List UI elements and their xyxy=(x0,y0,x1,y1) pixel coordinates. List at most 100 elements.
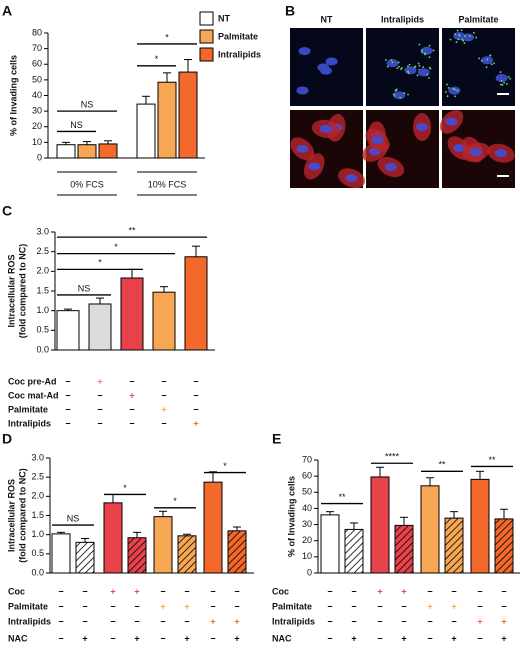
lipid-droplet xyxy=(507,75,510,78)
y-tick-label: 0.0 xyxy=(36,344,49,354)
significance-label: ** xyxy=(438,460,446,470)
lipid-droplet xyxy=(475,36,478,39)
nucleus xyxy=(470,148,483,157)
y-axis-label: % of Invading cells xyxy=(286,476,296,557)
row-sign: − xyxy=(110,616,115,626)
bar xyxy=(420,485,440,574)
lipid-droplet xyxy=(454,95,457,98)
lipid-droplet xyxy=(390,58,393,61)
significance-label: NS xyxy=(78,283,91,293)
bar xyxy=(77,144,97,159)
bar xyxy=(56,144,76,159)
panel-label: D xyxy=(2,431,12,447)
row-sign: + xyxy=(477,616,482,626)
row-sign: + xyxy=(401,586,406,596)
row-sign: − xyxy=(451,586,456,596)
lipid-droplet xyxy=(398,65,400,68)
lipid-droplet xyxy=(420,49,423,52)
bar xyxy=(444,517,464,574)
panel-label: C xyxy=(2,203,12,219)
lipid-droplet xyxy=(403,92,406,95)
row-sign: − xyxy=(327,633,332,643)
y-tick-label: 1.5 xyxy=(31,510,44,520)
x-tick-label: 10% FCS xyxy=(148,179,187,189)
lipid-droplet xyxy=(456,29,459,32)
y-tick-label: 2.5 xyxy=(36,246,49,256)
bar xyxy=(98,143,118,159)
y-tick-label: 10 xyxy=(302,551,312,561)
row-sign: − xyxy=(351,601,356,611)
bar xyxy=(494,518,514,574)
lipid-droplet xyxy=(490,63,493,66)
lipid-droplet xyxy=(509,77,512,80)
lipid-droplet xyxy=(395,88,398,91)
nucleus xyxy=(393,91,406,100)
panel-label: B xyxy=(285,3,295,19)
row-sign: + xyxy=(134,586,139,596)
y-tick-label: 0 xyxy=(37,152,42,162)
legend-label: Palmitate xyxy=(218,31,258,41)
row-sign: − xyxy=(160,633,165,643)
row-sign: − xyxy=(65,404,70,414)
bar xyxy=(177,535,197,574)
lipid-droplet xyxy=(407,93,409,96)
row-sign: − xyxy=(327,586,332,596)
row-sign: − xyxy=(351,586,356,596)
row-sign: − xyxy=(193,404,198,414)
row-sign: − xyxy=(477,601,482,611)
bar xyxy=(370,476,390,574)
row-label: Coc xyxy=(272,586,289,596)
lipid-droplet xyxy=(445,91,447,93)
lipid-droplet xyxy=(505,82,508,85)
lipid-droplet xyxy=(501,83,504,86)
lipid-droplet xyxy=(401,67,403,69)
lipid-droplet xyxy=(452,88,455,90)
row-sign: − xyxy=(134,601,139,611)
y-tick-label: 2.0 xyxy=(36,266,49,276)
bar xyxy=(157,81,177,159)
y-axis-label: (fold compared to NC) xyxy=(17,468,27,563)
y-tick-label: 60 xyxy=(32,59,42,69)
lipid-droplet xyxy=(386,65,389,68)
lipid-droplet xyxy=(408,63,411,66)
lipid-droplet xyxy=(407,65,409,68)
row-sign: − xyxy=(134,616,139,626)
bar xyxy=(120,277,144,351)
row-sign: − xyxy=(451,616,456,626)
lipid-droplet xyxy=(399,96,402,99)
bar xyxy=(56,310,80,351)
row-sign: + xyxy=(82,633,87,643)
lipid-droplet xyxy=(486,58,489,61)
row-sign: + xyxy=(210,616,215,626)
bar xyxy=(184,256,208,351)
lipid-droplet xyxy=(428,77,430,79)
nucleus xyxy=(308,162,321,171)
y-tick-label: 1.5 xyxy=(36,285,49,295)
bar xyxy=(88,303,112,351)
row-sign: − xyxy=(110,601,115,611)
lipid-droplet xyxy=(416,74,419,77)
lipid-droplet xyxy=(418,64,421,67)
bar xyxy=(203,481,223,574)
bar xyxy=(136,103,156,159)
bar xyxy=(153,516,173,574)
row-label: NAC xyxy=(272,633,292,643)
y-tick-label: 40 xyxy=(32,90,42,100)
significance-label: * xyxy=(155,54,159,64)
row-sign: − xyxy=(97,404,102,414)
y-tick-label: 2.0 xyxy=(31,491,44,501)
significance-label: ** xyxy=(488,455,496,465)
significance-label: ** xyxy=(338,492,346,502)
lipid-droplet xyxy=(458,34,461,37)
lipid-droplet xyxy=(500,79,503,82)
row-sign: + xyxy=(351,633,356,643)
lipid-droplet xyxy=(500,83,502,86)
row-sign: − xyxy=(501,586,506,596)
bar xyxy=(470,478,490,574)
row-sign: − xyxy=(327,601,332,611)
bar xyxy=(394,524,414,574)
lipid-droplet xyxy=(384,59,387,61)
row-label: Intralipids xyxy=(272,616,315,626)
lipid-droplet xyxy=(499,71,502,73)
